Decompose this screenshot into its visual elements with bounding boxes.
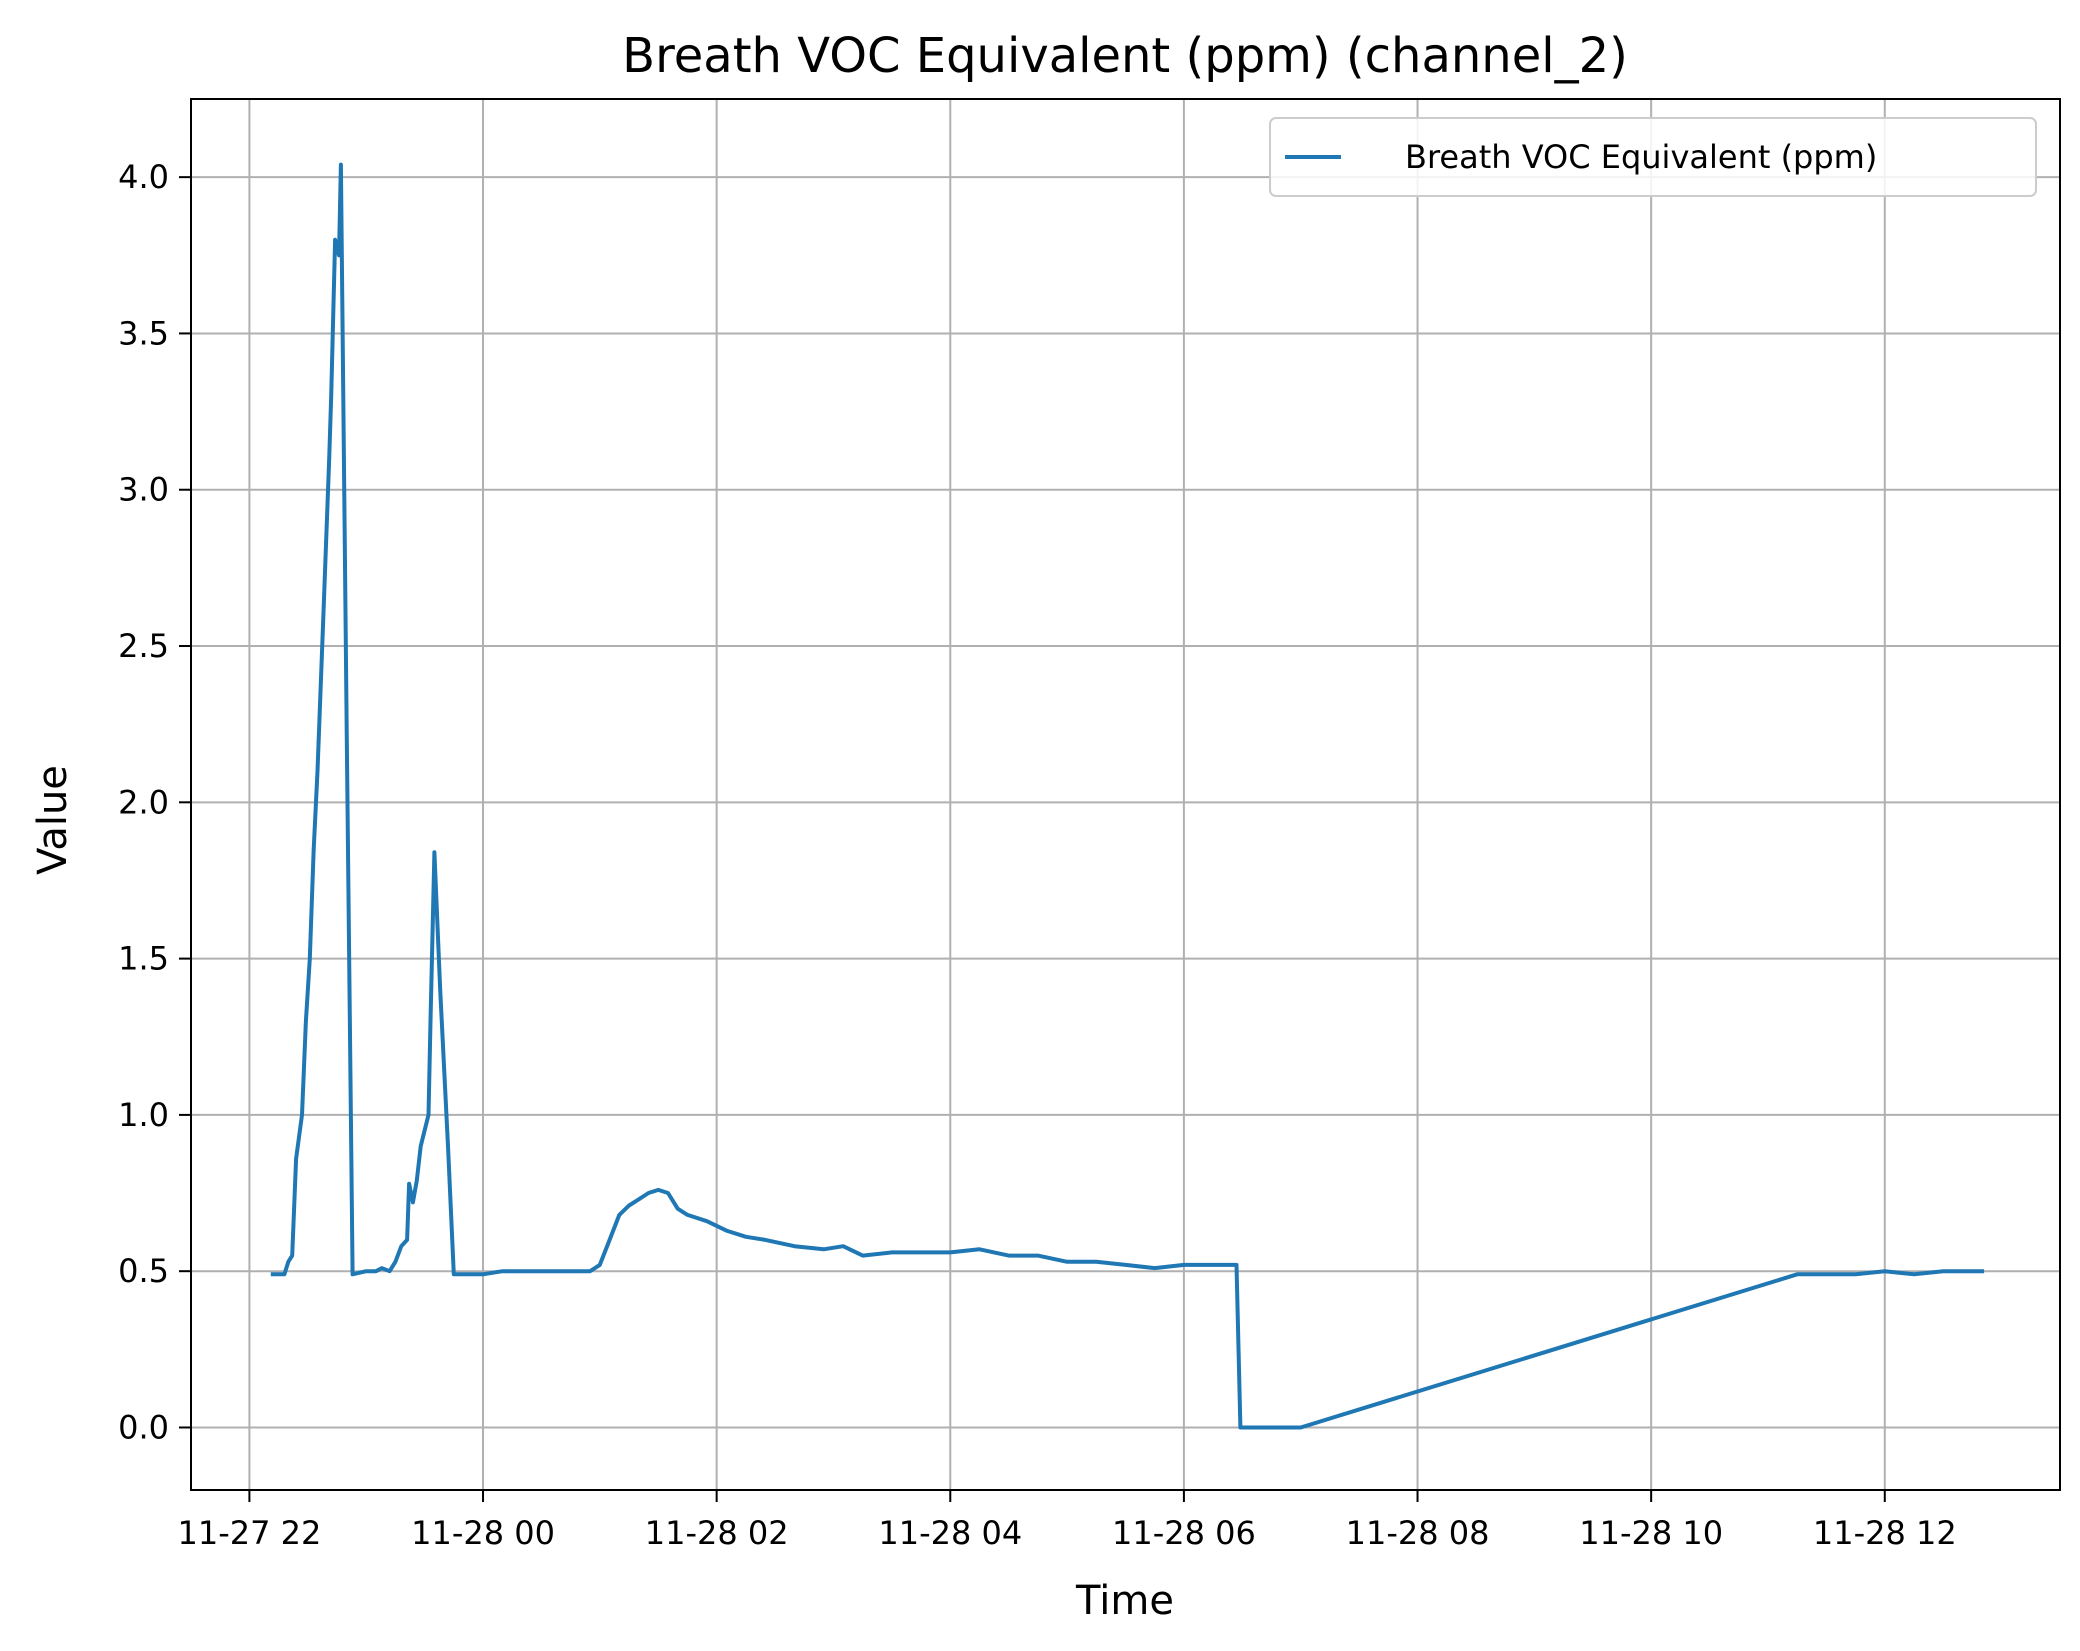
x-tick-label: 11-28 06 xyxy=(1112,1514,1256,1552)
x-tick-label: 11-27 22 xyxy=(177,1514,321,1552)
grid-lines xyxy=(191,99,2060,1490)
y-axis-label: Value xyxy=(30,765,76,875)
y-tick-label: 0.5 xyxy=(118,1252,169,1290)
y-tick-label: 1.5 xyxy=(118,940,169,978)
chart-title: Breath VOC Equivalent (ppm) (channel_2) xyxy=(622,28,1628,84)
x-tick-label: 11-28 00 xyxy=(411,1514,555,1552)
y-tick-label: 3.5 xyxy=(118,314,169,352)
y-tick-label: 1.0 xyxy=(118,1096,169,1134)
y-tick-label: 4.0 xyxy=(118,158,169,196)
legend-box xyxy=(1269,117,2037,197)
y-tick-label: 3.0 xyxy=(118,471,169,509)
y-tick-label: 0.0 xyxy=(118,1408,169,1446)
x-tick-label: 11-28 02 xyxy=(645,1514,789,1552)
plot-frame xyxy=(190,98,2061,1491)
x-tick-label: 11-28 04 xyxy=(878,1514,1022,1552)
legend-label: Breath VOC Equivalent (ppm) xyxy=(1405,138,1877,176)
legend: Breath VOC Equivalent (ppm) xyxy=(1269,117,2037,197)
y-tick-label: 2.5 xyxy=(118,627,169,665)
x-tick-label: 11-28 10 xyxy=(1579,1514,1723,1552)
x-axis-label: Time xyxy=(1075,1578,1174,1624)
series-layer xyxy=(270,162,1985,1430)
series-line-0 xyxy=(270,162,1985,1430)
x-tick-label: 11-28 12 xyxy=(1813,1514,1957,1552)
x-tick-label: 11-28 08 xyxy=(1346,1514,1490,1552)
y-tick-label: 2.0 xyxy=(118,783,169,821)
axis-ticks: 11-27 22 11-28 00 11-28 02 11-28 04 11-28 06… xyxy=(118,158,1957,1552)
